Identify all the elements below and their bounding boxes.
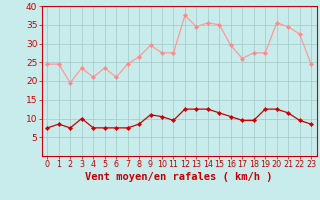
X-axis label: Vent moyen/en rafales ( km/h ): Vent moyen/en rafales ( km/h )	[85, 172, 273, 182]
